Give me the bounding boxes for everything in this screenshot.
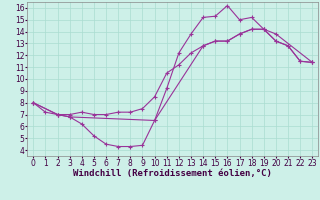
X-axis label: Windchill (Refroidissement éolien,°C): Windchill (Refroidissement éolien,°C) (73, 169, 272, 178)
